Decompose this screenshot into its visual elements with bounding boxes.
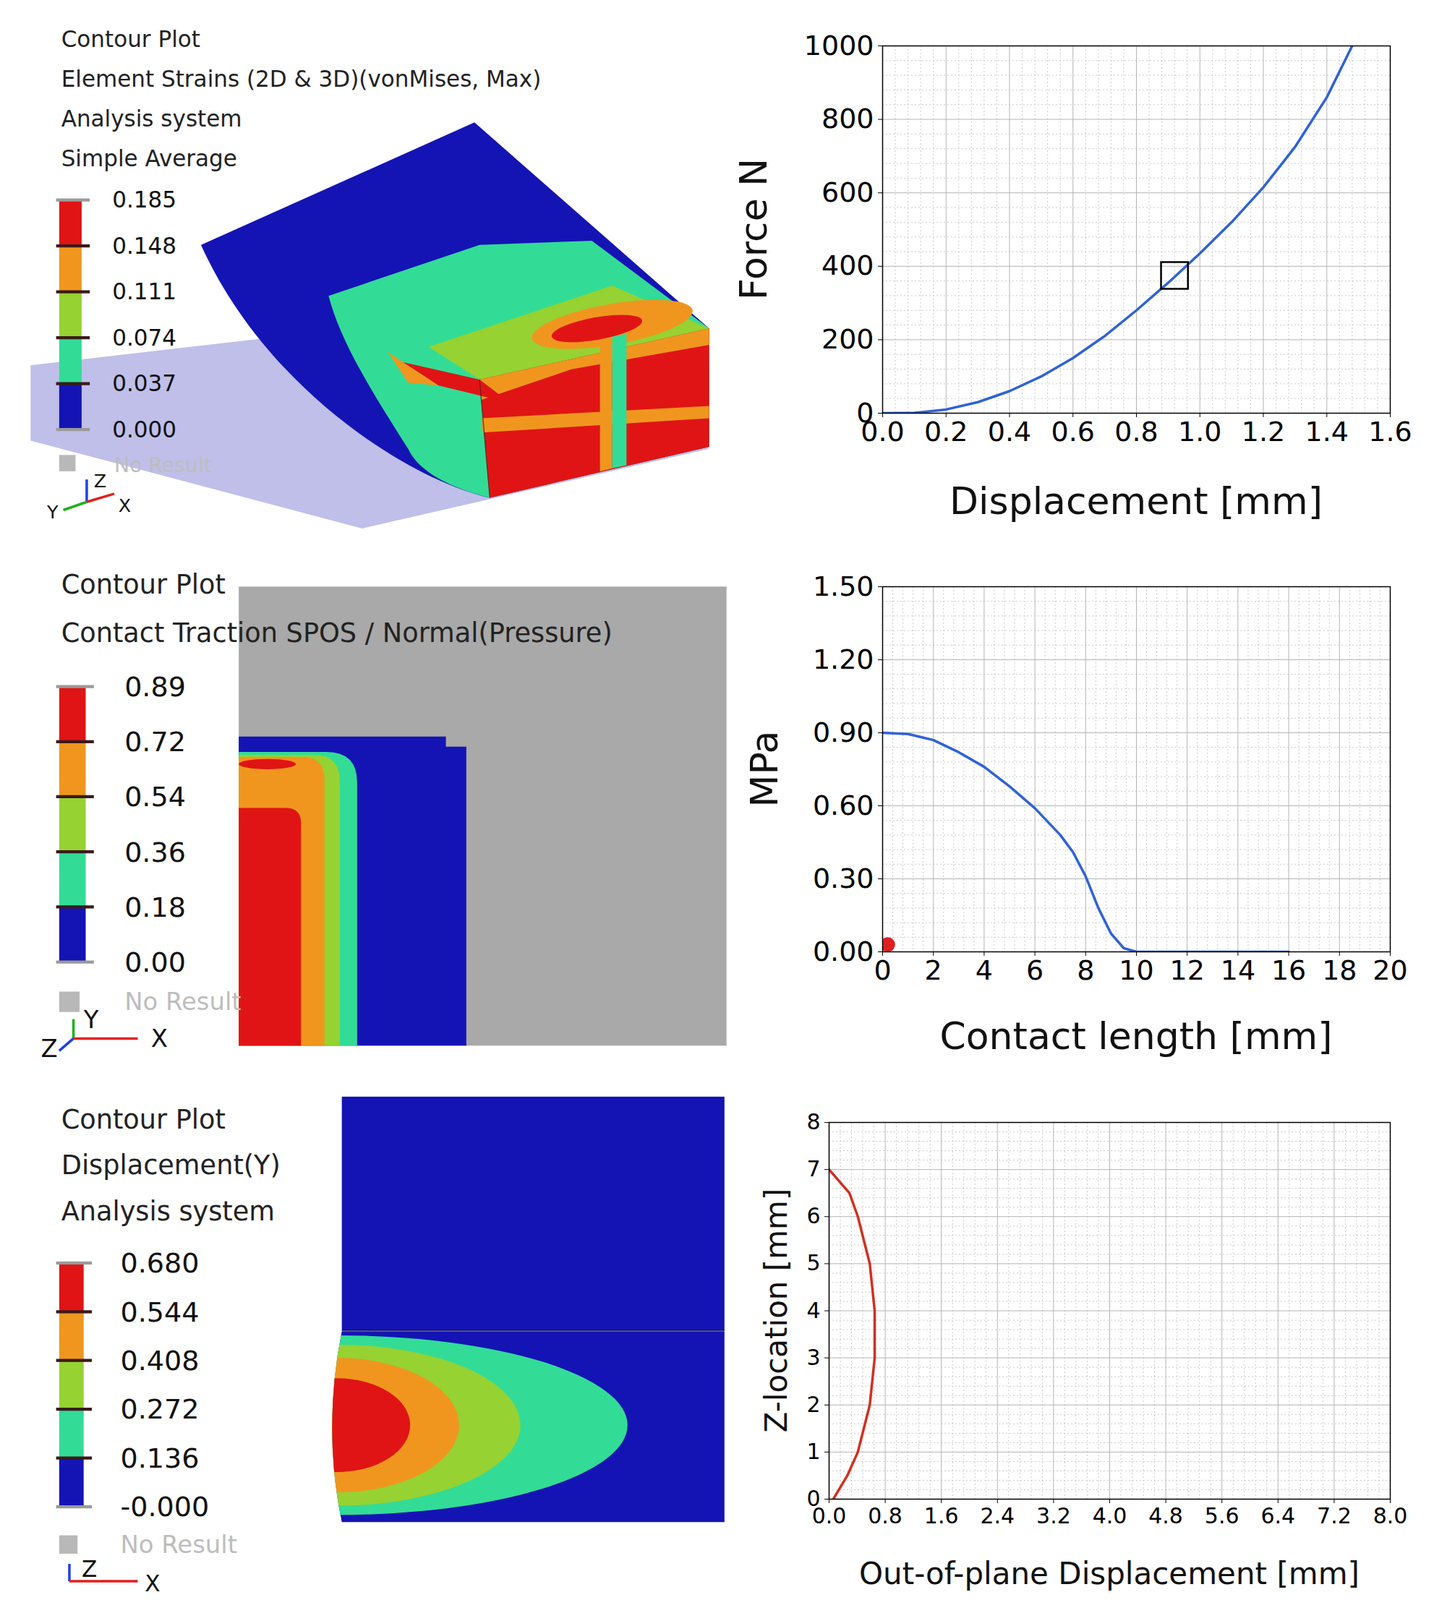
svg-text:14: 14 bbox=[1220, 954, 1256, 987]
svg-text:0.54: 0.54 bbox=[124, 780, 186, 813]
svg-text:4: 4 bbox=[806, 1298, 821, 1324]
svg-text:0.0: 0.0 bbox=[860, 415, 904, 448]
svg-text:3.2: 3.2 bbox=[1036, 1503, 1071, 1529]
svg-text:Analysis system: Analysis system bbox=[61, 1196, 275, 1228]
svg-text:400: 400 bbox=[821, 249, 875, 282]
svg-text:12: 12 bbox=[1170, 954, 1205, 987]
svg-text:16: 16 bbox=[1271, 954, 1307, 987]
svg-text:1.2: 1.2 bbox=[1241, 415, 1286, 448]
svg-text:4.0: 4.0 bbox=[1092, 1503, 1128, 1529]
svg-text:0.185: 0.185 bbox=[112, 186, 177, 213]
svg-text:0.8: 0.8 bbox=[867, 1503, 903, 1529]
svg-text:0.037: 0.037 bbox=[112, 370, 177, 397]
svg-text:2.4: 2.4 bbox=[979, 1503, 1015, 1529]
svg-text:1.0: 1.0 bbox=[1178, 415, 1222, 448]
svg-text:200: 200 bbox=[821, 323, 875, 356]
svg-text:Contact length [mm]: Contact length [mm] bbox=[939, 1014, 1333, 1058]
svg-text:0.72: 0.72 bbox=[124, 726, 186, 758]
svg-text:No Result: No Result bbox=[124, 987, 241, 1017]
svg-text:0.680: 0.680 bbox=[120, 1247, 199, 1280]
svg-text:0.074: 0.074 bbox=[112, 324, 177, 351]
svg-text:7.2: 7.2 bbox=[1316, 1503, 1352, 1529]
svg-text:Contour Plot: Contour Plot bbox=[61, 569, 226, 601]
svg-text:20: 20 bbox=[1372, 954, 1408, 987]
svg-text:3: 3 bbox=[806, 1345, 821, 1371]
svg-text:0.000: 0.000 bbox=[112, 416, 177, 443]
svg-text:0.111: 0.111 bbox=[112, 278, 177, 305]
svg-text:X: X bbox=[118, 494, 131, 517]
svg-text:4.8: 4.8 bbox=[1148, 1503, 1184, 1529]
svg-text:0.60: 0.60 bbox=[812, 789, 875, 822]
svg-text:0.6: 0.6 bbox=[1051, 415, 1095, 448]
svg-text:2: 2 bbox=[924, 954, 943, 987]
svg-text:Displacement(Y): Displacement(Y) bbox=[61, 1149, 281, 1181]
svg-text:6.4: 6.4 bbox=[1260, 1503, 1296, 1529]
svg-text:0.4: 0.4 bbox=[987, 415, 1032, 448]
svg-text:Simple Average: Simple Average bbox=[61, 145, 238, 172]
svg-text:8: 8 bbox=[806, 1109, 821, 1135]
svg-text:0.00: 0.00 bbox=[124, 946, 186, 979]
svg-text:10: 10 bbox=[1118, 954, 1154, 987]
svg-text:6: 6 bbox=[1026, 954, 1044, 987]
svg-text:0.18: 0.18 bbox=[124, 891, 186, 924]
svg-text:0.0: 0.0 bbox=[812, 1503, 847, 1529]
svg-text:Contact Traction SPOS / Normal: Contact Traction SPOS / Normal(Pressure) bbox=[61, 617, 613, 649]
svg-text:0.90: 0.90 bbox=[812, 716, 875, 749]
svg-text:6: 6 bbox=[806, 1203, 821, 1229]
svg-text:0.136: 0.136 bbox=[120, 1442, 199, 1475]
svg-text:0.408: 0.408 bbox=[120, 1345, 199, 1377]
svg-text:1: 1 bbox=[806, 1439, 821, 1465]
svg-text:0: 0 bbox=[873, 954, 891, 987]
svg-text:18: 18 bbox=[1321, 954, 1357, 987]
svg-text:1.6: 1.6 bbox=[1368, 415, 1412, 448]
svg-text:0: 0 bbox=[806, 1486, 821, 1512]
svg-text:X: X bbox=[151, 1024, 168, 1053]
svg-text:Force N: Force N bbox=[731, 158, 776, 301]
svg-text:0.544: 0.544 bbox=[120, 1296, 199, 1329]
svg-text:1.4: 1.4 bbox=[1305, 415, 1349, 448]
svg-text:Displacement [mm]: Displacement [mm] bbox=[949, 479, 1323, 523]
svg-text:5: 5 bbox=[806, 1250, 821, 1276]
svg-text:1000: 1000 bbox=[804, 29, 875, 62]
svg-text:0.36: 0.36 bbox=[124, 836, 186, 869]
svg-text:Out-of-plane Displacement [mm]: Out-of-plane Displacement [mm] bbox=[859, 1556, 1360, 1592]
svg-text:5.6: 5.6 bbox=[1204, 1503, 1240, 1529]
svg-text:No Result: No Result bbox=[120, 1530, 237, 1560]
svg-text:8.0: 8.0 bbox=[1373, 1503, 1408, 1529]
svg-text:Analysis system: Analysis system bbox=[61, 105, 243, 132]
svg-text:MPa: MPa bbox=[742, 731, 787, 808]
svg-text:No Result: No Result bbox=[114, 453, 212, 478]
svg-text:7: 7 bbox=[806, 1156, 821, 1182]
svg-text:X: X bbox=[144, 1570, 160, 1597]
svg-text:0.00: 0.00 bbox=[812, 935, 875, 968]
svg-text:1.20: 1.20 bbox=[812, 643, 875, 676]
svg-text:Y: Y bbox=[83, 1005, 100, 1035]
svg-text:Z: Z bbox=[81, 1556, 97, 1583]
svg-text:1.50: 1.50 bbox=[812, 570, 875, 603]
svg-text:0.89: 0.89 bbox=[124, 671, 186, 703]
svg-text:0.2: 0.2 bbox=[924, 415, 968, 448]
svg-text:Z: Z bbox=[40, 1034, 58, 1064]
svg-text:1.6: 1.6 bbox=[924, 1503, 959, 1529]
svg-text:Y: Y bbox=[46, 501, 59, 523]
svg-text:600: 600 bbox=[821, 176, 875, 209]
svg-text:Contour Plot: Contour Plot bbox=[61, 1104, 226, 1136]
svg-text:2: 2 bbox=[806, 1392, 821, 1418]
svg-text:0.8: 0.8 bbox=[1114, 415, 1158, 448]
svg-text:0: 0 bbox=[856, 396, 874, 429]
svg-text:Z-location [mm]: Z-location [mm] bbox=[758, 1188, 795, 1434]
svg-text:0.148: 0.148 bbox=[112, 232, 177, 259]
svg-text:Z: Z bbox=[94, 470, 107, 492]
svg-text:8: 8 bbox=[1076, 954, 1095, 987]
svg-text:-0.000: -0.000 bbox=[120, 1491, 209, 1523]
svg-text:0.30: 0.30 bbox=[812, 862, 875, 895]
svg-text:Contour Plot: Contour Plot bbox=[61, 26, 201, 53]
svg-text:800: 800 bbox=[821, 102, 875, 135]
svg-text:Element Strains (2D & 3D)(vonM: Element Strains (2D & 3D)(vonMises, Max) bbox=[61, 65, 542, 92]
svg-text:0.272: 0.272 bbox=[120, 1393, 199, 1426]
svg-text:4: 4 bbox=[975, 954, 993, 987]
